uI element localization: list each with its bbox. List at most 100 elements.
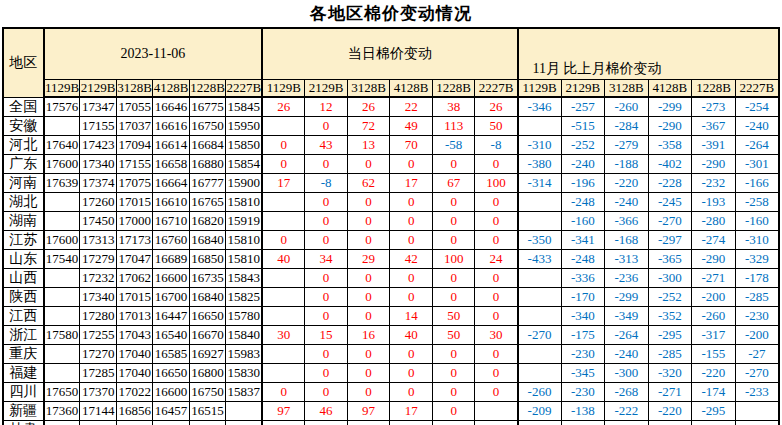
daily-change-cell: 0 <box>305 382 348 401</box>
daily-change-cell <box>262 287 305 306</box>
price-cell: 17232 <box>80 268 116 287</box>
price-cell: 17576 <box>44 97 80 116</box>
daily-change-cell: 50 <box>432 306 475 325</box>
daily-change-cell: 0 <box>475 344 518 363</box>
price-cell: 17062 <box>116 268 152 287</box>
group-header-3: 11月 比上月棉价变动 <box>518 28 780 80</box>
monthly-change-cell: -155 <box>692 344 736 363</box>
daily-change-cell: 0 <box>390 287 433 306</box>
price-cell: 16765 <box>189 192 225 211</box>
price-cell: 17260 <box>80 192 116 211</box>
table-row: 四川176501737017022166001675015837000000-2… <box>3 382 779 401</box>
monthly-change-cell: -299 <box>605 287 649 306</box>
daily-change-cell: 0 <box>390 154 433 173</box>
price-cell: 16856 <box>116 401 152 420</box>
monthly-change-cell: -299 <box>648 97 692 116</box>
region-cell: 山东 <box>3 249 44 268</box>
table-row: 安徽17155170371661616750159500724911350-51… <box>3 116 779 135</box>
price-cell: 16840 <box>189 230 225 249</box>
monthly-change-cell: -515 <box>561 116 605 135</box>
table-row: 江西17280170131644716650157800014500-340-3… <box>3 306 779 325</box>
grade-column-header: 1129B <box>518 80 562 98</box>
monthly-change-cell: -274 <box>692 230 736 249</box>
monthly-change-cell: -391 <box>692 135 736 154</box>
monthly-change-cell: -264 <box>735 135 779 154</box>
group-header-2: 当日棉价变动 <box>262 28 517 80</box>
price-cell: 16800 <box>189 363 225 382</box>
daily-change-cell: 0 <box>347 382 390 401</box>
price-cell: 16650 <box>189 306 225 325</box>
price-cell: 16775 <box>189 97 225 116</box>
price-cell: 16880 <box>189 154 225 173</box>
daily-change-cell: 13 <box>347 135 390 154</box>
price-cell: 16515 <box>189 401 225 420</box>
monthly-change-cell: -258 <box>735 192 779 211</box>
monthly-change-cell: -240 <box>735 116 779 135</box>
price-cell: 17280 <box>80 306 116 325</box>
monthly-change-cell: -260 <box>518 382 562 401</box>
monthly-change-cell: -329 <box>735 249 779 268</box>
daily-change-cell: 0 <box>432 287 475 306</box>
monthly-change-cell: -230 <box>561 344 605 363</box>
region-cell: 广东 <box>3 154 44 173</box>
daily-change-cell: 0 <box>262 154 305 173</box>
price-cell: 17047 <box>116 249 152 268</box>
price-cell <box>226 420 263 425</box>
monthly-change-cell: -260 <box>605 97 649 116</box>
monthly-change-cell: -297 <box>648 230 692 249</box>
daily-change-cell: 42 <box>390 249 433 268</box>
monthly-change-cell: -268 <box>605 382 649 401</box>
daily-change-cell <box>475 401 518 420</box>
price-cell: 17055 <box>116 97 152 116</box>
price-cell <box>44 363 80 382</box>
price-cell: 16760 <box>153 230 189 249</box>
daily-change-cell: 17 <box>390 401 433 420</box>
price-cell: 15837 <box>226 382 263 401</box>
daily-change-cell: 15 <box>305 325 348 344</box>
daily-change-cell <box>262 344 305 363</box>
daily-change-cell <box>262 192 305 211</box>
monthly-change-cell: -175 <box>561 325 605 344</box>
daily-change-cell: 0 <box>432 154 475 173</box>
table-row: 山东17540172791704716689168501581040342942… <box>3 249 779 268</box>
grade-column-header: 4128B <box>390 80 433 98</box>
price-cell: 16735 <box>189 268 225 287</box>
region-cell: 四川 <box>3 382 44 401</box>
price-cell: 16820 <box>189 211 225 230</box>
monthly-change-cell: -313 <box>605 249 649 268</box>
price-cell: 16600 <box>153 420 189 425</box>
monthly-change-cell: -350 <box>648 420 692 425</box>
daily-change-cell: 34 <box>305 249 348 268</box>
monthly-change-cell: -260 <box>561 420 605 425</box>
daily-change-cell: 26 <box>347 97 390 116</box>
price-cell: 15850 <box>226 135 263 154</box>
price-cell: 16540 <box>153 325 189 344</box>
monthly-change-cell: -271 <box>692 268 736 287</box>
daily-change-cell: 0 <box>475 192 518 211</box>
table-row: 新疆1736017144168561645716515974697170-209… <box>3 401 779 420</box>
grade-column-header: 4128B <box>648 80 692 98</box>
price-cell: 16840 <box>189 287 225 306</box>
daily-change-cell: 113 <box>432 116 475 135</box>
monthly-change-cell: -222 <box>605 401 649 420</box>
daily-change-cell: 0 <box>432 268 475 287</box>
price-cell: 17423 <box>80 135 116 154</box>
region-cell: 浙江 <box>3 325 44 344</box>
daily-change-cell: 97 <box>262 401 305 420</box>
page-title: 各地区棉价变动情况 <box>0 0 782 27</box>
monthly-change-cell: -260 <box>692 306 736 325</box>
price-cell: 16800 <box>116 420 152 425</box>
monthly-change-cell: -270 <box>648 211 692 230</box>
monthly-change-cell <box>518 420 562 425</box>
table-row: 全国17576173471705516646167751584526122622… <box>3 97 779 116</box>
daily-change-cell: 0 <box>390 230 433 249</box>
region-cell: 江西 <box>3 306 44 325</box>
daily-change-cell: 67 <box>432 173 475 192</box>
price-cell: 15950 <box>226 116 263 135</box>
daily-change-cell: 0 <box>262 382 305 401</box>
daily-change-cell: 0 <box>347 154 390 173</box>
price-cell: 17040 <box>116 363 152 382</box>
monthly-change-cell: -27 <box>735 344 779 363</box>
price-cell <box>44 268 80 287</box>
daily-change-cell: 0 <box>390 211 433 230</box>
